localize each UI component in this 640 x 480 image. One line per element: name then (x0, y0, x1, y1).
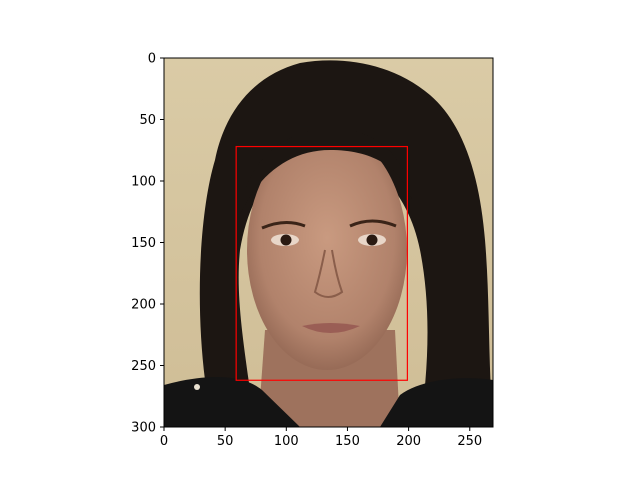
face-bounding-box (235, 145, 408, 381)
x-tick-label: 100 (274, 434, 299, 449)
y-tick-label: 250 (131, 359, 156, 374)
right-iris (366, 234, 378, 246)
x-tick-label: 200 (396, 434, 421, 449)
x-tick-label: 0 (160, 434, 168, 449)
x-tick-label: 50 (217, 434, 234, 449)
y-tick-label: 200 (131, 298, 156, 313)
right-eyebrow (349, 219, 397, 228)
y-axis: 0 50 100 150 200 250 300 (131, 52, 164, 436)
shirt (164, 376, 493, 427)
y-tick-label: 100 (131, 175, 156, 190)
left-eyebrow (261, 221, 306, 230)
x-axis: 0 50 100 150 200 250 (160, 427, 482, 449)
y-tick-label: 300 (131, 421, 156, 436)
face (247, 130, 407, 370)
hair-fringe (240, 128, 412, 215)
photo-speck (194, 384, 200, 390)
y-tick-label: 50 (139, 113, 156, 128)
x-tick-label: 150 (335, 434, 360, 449)
left-iris (280, 234, 292, 246)
mouth (302, 323, 360, 333)
y-tick-label: 150 (131, 236, 156, 251)
nose (313, 249, 344, 298)
y-tick-label: 0 (148, 52, 156, 67)
portrait-image (164, 58, 493, 427)
x-tick-label: 250 (457, 434, 482, 449)
